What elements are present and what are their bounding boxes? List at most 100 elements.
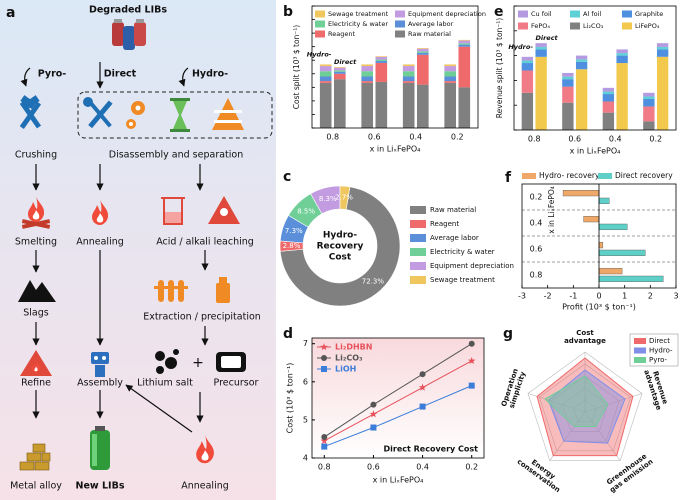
legend-label: Direct recovery [615,171,673,180]
stack-label: Hydro- [508,43,533,51]
bar-segment [333,79,346,128]
plot-background [312,338,484,458]
bar-segment [562,76,574,80]
data-point [370,424,377,431]
bar-segment [562,86,574,103]
y-tick-label: 0.4 [530,219,543,228]
plot-frame [311,337,485,459]
route-label: Hydro- [192,69,228,80]
plus-sign: + [192,355,204,371]
step-label: Crushing [15,150,57,161]
bar [583,216,600,223]
bar-segment [319,82,332,128]
legend-label: Average labor [408,20,454,28]
x-tick-label: 2 [648,292,653,301]
axis-label-line: Cost [576,329,594,337]
legend-swatch [395,20,405,28]
legend-marker [320,343,328,351]
bar-segment [375,56,388,57]
battery-icon [112,19,146,50]
bar-segment [535,56,547,131]
bar-segment [602,91,615,95]
panel-label: a [6,5,15,21]
stack-label: Hydro- [307,50,332,58]
source-label: Degraded LIBs [89,5,167,16]
legend-label: Sewage treatment [430,276,495,284]
bar-segment [575,61,588,70]
y-tick-label: 5 [303,415,308,424]
bar-segment [319,64,332,67]
bar [598,275,664,282]
step-label: Precursor [214,378,259,389]
legend-swatch [410,234,426,242]
legend-swatch [410,220,426,228]
bar-segment [402,82,415,128]
legend-swatch [522,173,536,179]
x-axis-label: x in LiₓFePO₄ [370,145,421,154]
bar [598,197,610,204]
legend-marker [321,366,327,372]
x-tick-label: 0.6 [367,463,380,472]
legend-swatch [395,10,405,18]
bar-segment [535,46,547,50]
step-label: Acid / alkali leaching [156,237,254,248]
legend-swatch [622,10,632,18]
x-tick-label: 0.8 [318,463,331,472]
y-axis-label: Revenue split (10³ $ ton⁻¹) [495,18,504,118]
legend-swatch [395,30,405,38]
data-label: 72.3% [362,278,385,286]
legend-label: Electricity & water [430,248,495,256]
bar-segment [535,43,547,47]
data-line [324,385,472,448]
x-tick-label: -3 [518,292,526,301]
stack-label: Direct [535,34,558,42]
step-label: New LIBs [76,481,125,492]
flow-arrows [32,164,209,433]
bar-segment [361,81,374,83]
legend-label: Li₂DHBN [335,343,372,352]
x-tick-label: 0.4 [409,133,422,142]
step-label: Metal alloy [10,481,62,492]
campfire-icon [21,196,51,229]
hammer-icon [19,95,42,130]
bar-segment [416,54,429,85]
bar-segment [575,69,588,130]
legend-swatch [518,22,528,30]
radar-area [544,375,609,428]
bar-segment [319,81,332,83]
center-text: Cost [329,253,352,263]
hourglass-icon [170,98,190,132]
tools-icon [83,97,113,129]
bar [598,268,623,275]
bar [598,223,628,230]
bar-segment [402,66,415,72]
data-point [468,340,475,347]
bottle-icon [216,277,230,303]
plot-frame [311,5,479,129]
data-point [418,383,427,391]
metal-icon [19,443,51,471]
bar-segment [444,66,457,72]
x-tick-label: 0.2 [451,133,464,142]
legend-label: Pyro- [649,356,668,364]
legend-label: Raw material [430,206,476,214]
bar-segment [602,101,615,113]
bar-segment [361,64,374,67]
bar-segment [521,60,534,64]
x-tick-label: 0.4 [416,463,429,472]
route-label: Pyro- [38,69,67,80]
bar-segment [521,63,534,71]
legend-label: Direct [649,337,670,345]
mountain-icon [18,280,56,302]
bar-segment [444,76,457,82]
robot-icon [91,352,109,377]
bar-segment [521,56,534,61]
bar-segment [562,72,574,77]
legend-swatch [315,30,325,38]
legend-swatch [622,22,632,30]
data-point [419,371,426,378]
legend-swatch [410,276,426,284]
legend-label: FePO₄ [531,22,550,30]
